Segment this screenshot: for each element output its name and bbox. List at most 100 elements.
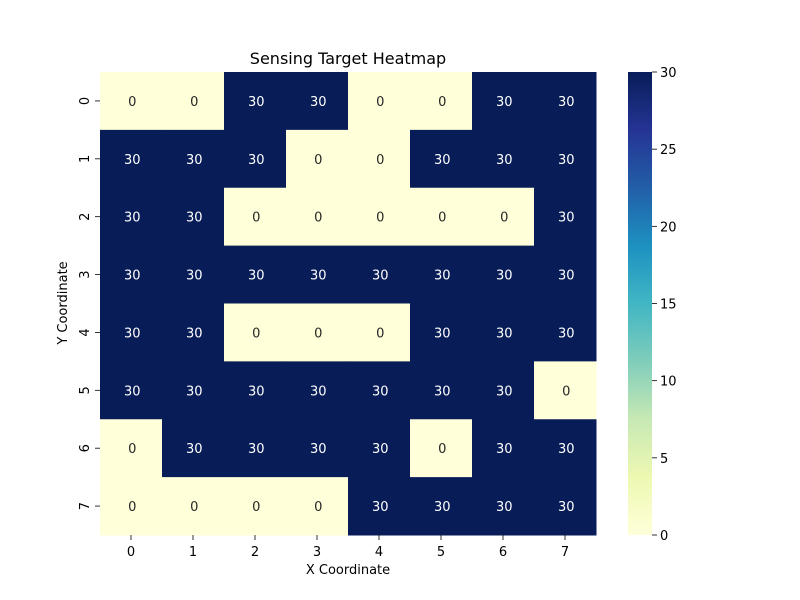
cell-value-label: 30	[310, 442, 327, 457]
heatmap-cell	[224, 72, 287, 131]
heatmap-cell	[100, 361, 163, 420]
colorbar-ticks: 0 5 10 15 20 25 30	[652, 66, 677, 544]
cell-value-label: 0	[438, 442, 446, 457]
cell-value-label: 30	[248, 384, 265, 399]
cell-value-label: 30	[186, 326, 203, 341]
colorbar-tick-label: 10	[660, 375, 677, 390]
cell-value-label: 30	[124, 211, 141, 226]
cell-value-label: 30	[496, 442, 513, 457]
heatmap-cell	[224, 129, 287, 189]
heatmap-cell	[162, 303, 225, 362]
heatmap-cell	[224, 303, 287, 362]
cell-value-label: 30	[496, 384, 513, 399]
cell-value-label: 0	[128, 500, 136, 515]
colorbar	[628, 72, 652, 535]
cell-value-label: 30	[124, 153, 141, 168]
heatmap-cell	[534, 419, 597, 478]
cell-value-label: 30	[310, 384, 327, 399]
cell-value-label: 30	[248, 95, 265, 110]
cell-value-label: 30	[310, 269, 327, 284]
cell-value-label: 30	[496, 95, 513, 110]
y-axis-label: Y Coordinate	[56, 261, 71, 345]
heatmap-cell	[224, 419, 287, 478]
heatmap-cell	[224, 361, 287, 420]
heatmap-cell	[348, 419, 411, 478]
cell-value-label: 0	[376, 211, 384, 226]
cell-value-label: 30	[186, 384, 203, 399]
colorbar-tick-label: 0	[660, 529, 668, 544]
x-tick-label: 7	[561, 545, 569, 560]
heatmap-cell	[100, 303, 163, 362]
heatmap-cell	[472, 303, 535, 362]
heatmap-cell	[534, 245, 597, 304]
cell-value-label: 30	[124, 326, 141, 341]
heatmap-cell	[348, 477, 411, 536]
colorbar-tick-label: 20	[660, 220, 677, 235]
colorbar-tick-label: 30	[660, 66, 677, 81]
heatmap-cell	[472, 419, 535, 478]
heatmap-cell	[534, 361, 597, 420]
heatmap-cells	[100, 72, 597, 536]
x-tick-label: 3	[313, 545, 321, 560]
x-tick-label: 6	[499, 545, 507, 560]
cell-value-label: 30	[124, 269, 141, 284]
y-axis-ticks: 0 1 2 3 4 5 6 7	[78, 97, 100, 510]
heatmap-cell	[286, 72, 349, 131]
heatmap-cell	[472, 361, 535, 420]
cell-value-label: 30	[434, 326, 451, 341]
heatmap-cell	[162, 361, 225, 420]
colorbar-tick-label: 5	[660, 452, 668, 467]
cell-value-label: 30	[558, 211, 575, 226]
cell-value-label: 30	[248, 269, 265, 284]
heatmap-cell	[100, 72, 163, 131]
heatmap-cell	[534, 129, 597, 189]
cell-value-label: 30	[496, 269, 513, 284]
heatmap-cell	[162, 187, 225, 247]
y-tick-label: 5	[78, 386, 93, 394]
colorbar-tick-label: 25	[660, 143, 677, 158]
cell-value-label: 0	[190, 95, 198, 110]
cell-value-label: 30	[310, 95, 327, 110]
cell-value-label: 0	[314, 326, 322, 341]
cell-value-label: 30	[558, 95, 575, 110]
x-tick-label: 5	[437, 545, 445, 560]
cell-value-label: 30	[558, 442, 575, 457]
heatmap-cell	[410, 245, 473, 304]
cell-value-label: 30	[186, 442, 203, 457]
heatmap-cell	[348, 72, 411, 131]
x-tick-label: 1	[189, 545, 197, 560]
cell-value-label: 0	[376, 326, 384, 341]
heatmap-cell	[224, 187, 287, 247]
heatmap-cell	[100, 187, 163, 247]
heatmap-cell	[286, 303, 349, 362]
cell-value-label: 0	[562, 384, 570, 399]
heatmap-cell	[348, 303, 411, 362]
cell-value-label: 0	[314, 153, 322, 168]
chart-title: Sensing Target Heatmap	[250, 49, 446, 68]
heatmap-cell	[410, 303, 473, 362]
cell-value-label: 30	[558, 326, 575, 341]
heatmap-cell	[162, 245, 225, 304]
cell-value-label: 0	[500, 211, 508, 226]
cell-value-label: 0	[252, 211, 260, 226]
cell-value-label: 0	[438, 95, 446, 110]
cell-value-label: 0	[376, 95, 384, 110]
cell-value-label: 30	[496, 153, 513, 168]
cell-value-label: 30	[496, 500, 513, 515]
cell-value-label: 30	[248, 153, 265, 168]
cell-value-label: 0	[376, 153, 384, 168]
heatmap-cell	[410, 361, 473, 420]
cell-value-label: 30	[372, 442, 389, 457]
heatmap-cell	[534, 303, 597, 362]
heatmap-cell	[348, 129, 411, 189]
heatmap-cell	[472, 477, 535, 536]
heatmap-cell	[472, 187, 535, 247]
heatmap-cell	[162, 477, 225, 536]
heatmap-cell	[224, 245, 287, 304]
y-tick-label: 7	[78, 502, 93, 510]
heatmap-cell	[100, 477, 163, 536]
cell-value-label: 30	[434, 500, 451, 515]
heatmap-cell	[162, 72, 225, 131]
cell-value-label: 30	[496, 326, 513, 341]
cell-value-label: 30	[124, 384, 141, 399]
